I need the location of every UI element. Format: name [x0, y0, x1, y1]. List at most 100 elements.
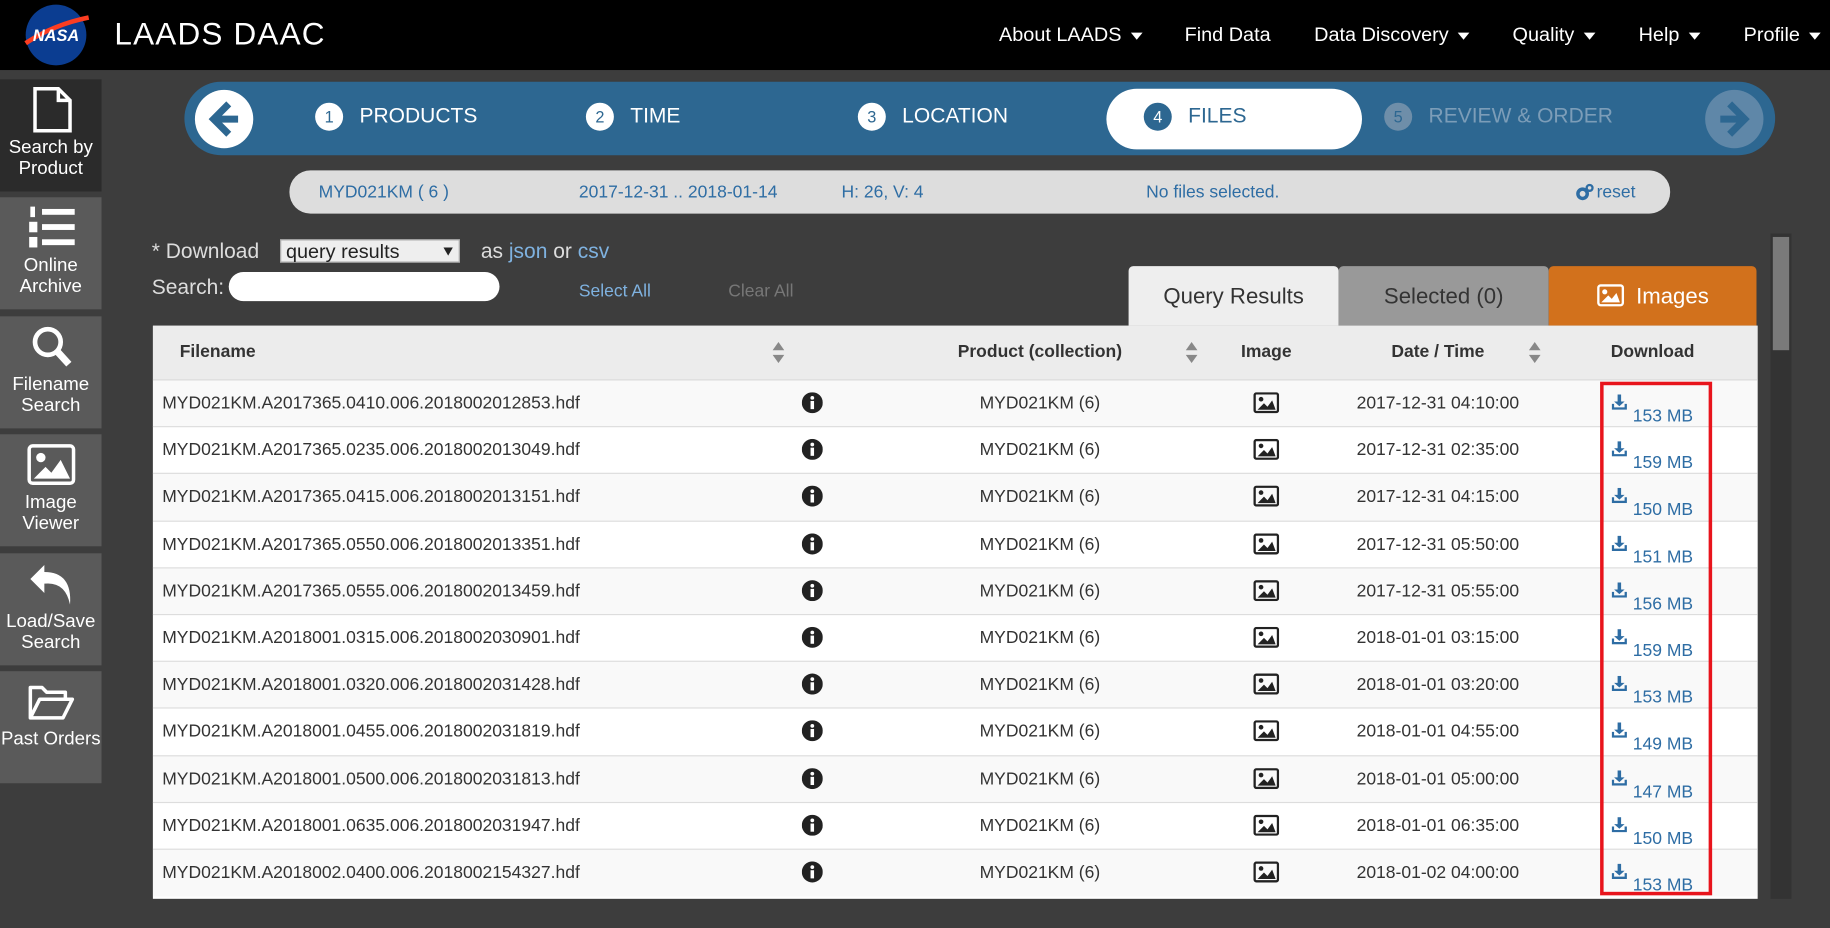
icon [29, 564, 70, 605]
nav-item[interactable]: Data Discovery [1314, 23, 1470, 46]
icon-part [801, 439, 823, 461]
table-row: MYD021KM.A2018002.0400.006.2018002154327… [152, 848, 1758, 897]
download-link[interactable]: 159 MB [1611, 440, 1693, 473]
info-icon[interactable] [801, 579, 823, 606]
info-icon[interactable] [801, 720, 823, 747]
summary-product[interactable]: MYD021KM ( 6 ) [318, 182, 449, 202]
icon-part [35, 452, 45, 463]
tab[interactable]: Query Results [1128, 266, 1339, 326]
tab[interactable]: Selected (0) [1338, 266, 1549, 326]
search-input[interactable] [228, 271, 500, 302]
download-link[interactable]: 149 MB [1611, 722, 1693, 755]
info-icon[interactable] [801, 673, 823, 700]
nav-item[interactable]: About LAADS [999, 23, 1143, 46]
sort-icon[interactable] [1528, 342, 1541, 364]
download-link[interactable]: 156 MB [1611, 581, 1693, 614]
step-number: 5 [1384, 102, 1413, 131]
nav-label: About LAADS [999, 23, 1122, 46]
scrollbar-thumb[interactable] [1772, 236, 1790, 351]
filename: MYD021KM.A2017365.0555.006.2018002013459… [162, 581, 580, 601]
icon [26, 444, 75, 486]
column-header[interactable]: Filename [179, 342, 256, 362]
image-icon[interactable] [1253, 392, 1280, 418]
step[interactable]: 2 TIME [585, 102, 680, 131]
summary-tiles[interactable]: H: 26, V: 4 [841, 182, 924, 202]
download-link[interactable]: 150 MB [1611, 816, 1693, 848]
summary-dates[interactable]: 2017-12-31 .. 2018-01-14 [578, 182, 778, 202]
sidebar-button[interactable]: Load/Save Search [0, 553, 102, 666]
download-link[interactable]: 153 MB [1611, 863, 1693, 895]
icon-part [1185, 342, 1198, 364]
sort-icon[interactable] [1185, 342, 1198, 364]
column-header[interactable]: Product (collection) [957, 342, 1123, 362]
nasa-logo[interactable]: NASA [19, 4, 94, 67]
info-icon[interactable] [801, 814, 823, 841]
icon-part [208, 101, 239, 137]
nav-item[interactable]: Help [1639, 23, 1701, 46]
image-icon[interactable] [1253, 626, 1280, 653]
image-icon[interactable] [1253, 486, 1280, 512]
info-icon[interactable] [801, 861, 823, 887]
image-icon[interactable] [1253, 579, 1280, 606]
image-icon[interactable] [1253, 814, 1280, 841]
download-link[interactable]: 159 MB [1611, 628, 1693, 661]
info-icon[interactable] [801, 486, 823, 512]
download-link[interactable]: 150 MB [1611, 487, 1693, 520]
sidebar-button[interactable]: Image Viewer [0, 434, 102, 547]
step[interactable]: 1 PRODUCTS [315, 102, 477, 131]
image-icon[interactable] [1253, 720, 1280, 747]
download-link[interactable]: 147 MB [1611, 769, 1693, 801]
icon-part [1611, 394, 1627, 410]
icon-part [26, 444, 75, 486]
icon-part [54, 349, 71, 367]
step[interactable]: 4 FILES [1143, 102, 1246, 131]
info-icon[interactable] [801, 532, 823, 559]
download-select[interactable]: query results [280, 239, 460, 263]
images-icon [1596, 284, 1624, 307]
info-icon[interactable] [801, 626, 823, 653]
download-size: 159 MB [1632, 640, 1694, 661]
icon-part [1611, 676, 1627, 692]
icon-part [1611, 441, 1627, 457]
nav-item[interactable]: Quality [1513, 23, 1596, 46]
step[interactable]: 3 LOCATION [857, 102, 1008, 131]
info-icon[interactable] [801, 392, 823, 418]
sort-icon[interactable] [772, 342, 785, 364]
tab[interactable]: Images [1548, 266, 1757, 326]
reset-link[interactable]: reset [1596, 182, 1636, 202]
image-icon[interactable] [1253, 673, 1280, 700]
sidebar-button[interactable]: Filename Search [0, 316, 102, 429]
icon-part [1253, 861, 1280, 883]
icon-part [1253, 532, 1280, 554]
sidebar-button[interactable]: Past Orders [0, 671, 102, 784]
image-icon[interactable] [1253, 861, 1280, 887]
select-all[interactable]: Select All [578, 281, 651, 302]
image-icon[interactable] [1253, 439, 1280, 465]
datetime: 2017-12-31 05:50:00 [1356, 534, 1520, 554]
sidebar-button[interactable]: Search by Product [0, 79, 102, 192]
image-icon[interactable] [1253, 532, 1280, 559]
filename: MYD021KM.A2018001.0500.006.2018002031813… [162, 768, 580, 789]
back-button[interactable] [194, 89, 255, 150]
nav-label: Data Discovery [1314, 23, 1449, 46]
icon-part [810, 818, 815, 823]
json-link[interactable]: json [508, 239, 548, 263]
icon-part [1611, 488, 1627, 504]
download-link[interactable]: 153 MB [1611, 393, 1693, 426]
download-link[interactable]: 151 MB [1611, 534, 1693, 567]
info-icon[interactable] [801, 767, 823, 794]
nav-item[interactable]: Profile [1744, 23, 1821, 46]
icon [32, 326, 71, 367]
sidebar-button[interactable]: Online Archive [0, 197, 102, 310]
icon-part [28, 221, 37, 233]
csv-link[interactable]: csv [577, 239, 610, 263]
brand[interactable]: LAADS DAAC [114, 16, 326, 52]
column-header[interactable]: Date / Time [1391, 342, 1485, 362]
info-icon[interactable] [801, 439, 823, 465]
next-button[interactable] [1704, 89, 1765, 150]
nav-item[interactable]: Find Data [1185, 23, 1271, 46]
image-icon[interactable] [1253, 767, 1280, 794]
icon-part [1611, 582, 1627, 598]
icon-part [1253, 767, 1280, 789]
download-link[interactable]: 153 MB [1611, 675, 1693, 708]
